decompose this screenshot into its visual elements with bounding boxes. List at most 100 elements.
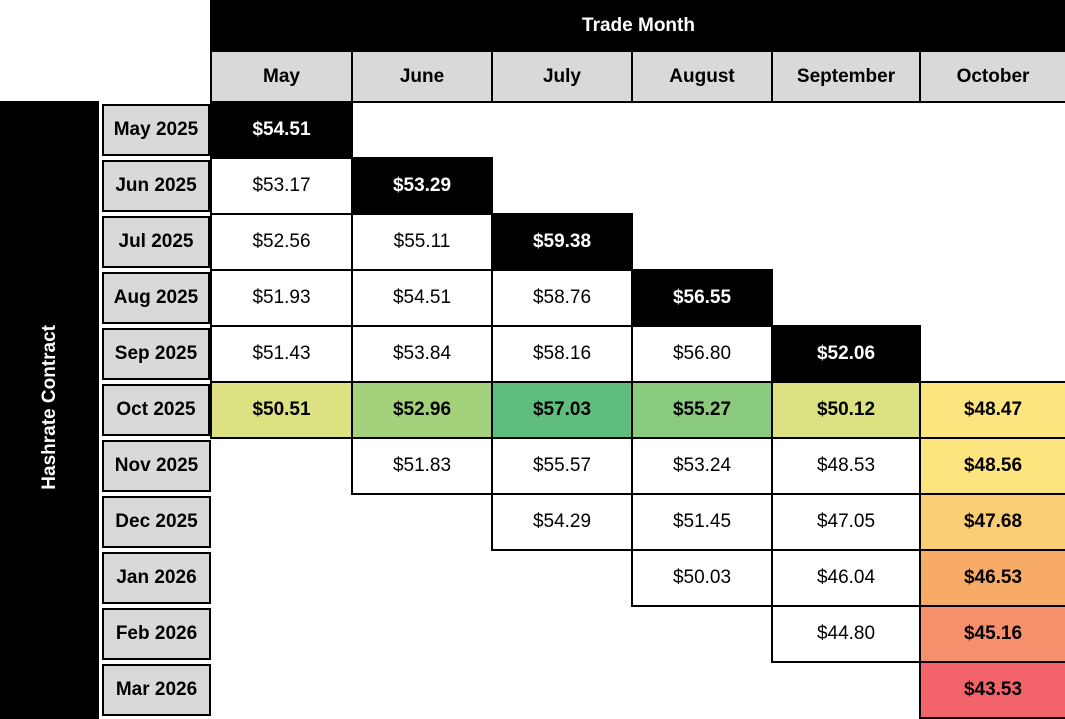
contract-row: Aug 2025 $51.93 $54.51 $58.76 $56.55 [1, 269, 1065, 327]
empty-cell [920, 270, 1065, 326]
empty-cell [352, 606, 492, 662]
price-cell: $55.27 [631, 381, 773, 439]
column-header-june: June [351, 50, 493, 103]
row-header-label: Jun 2025 [102, 160, 210, 212]
price-cell: $50.03 [631, 549, 773, 607]
price-cell: $51.45 [631, 493, 773, 551]
empty-cell [772, 214, 920, 270]
price-cell: $53.24 [631, 437, 773, 495]
row-header: Feb 2026 [98, 606, 211, 662]
contract-row: Oct 2025 $50.51 $52.96 $57.03 $55.27 $50.12 $4… [1, 381, 1065, 439]
price-cell: $58.16 [491, 325, 633, 383]
row-header-label: May 2025 [102, 104, 210, 156]
empty-cell [920, 158, 1065, 214]
empty-cell [772, 662, 920, 718]
row-header: Aug 2025 [98, 270, 211, 326]
price-cell: $53.29 [351, 157, 493, 215]
row-header: Dec 2025 [98, 494, 211, 550]
price-cell: $46.04 [771, 549, 921, 607]
empty-cell [492, 550, 632, 606]
contract-row: Dec 2025 $54.29 $51.45 $47.05 $47.68 [1, 493, 1065, 551]
price-cell: $47.05 [771, 493, 921, 551]
row-header-label: Nov 2025 [102, 440, 211, 492]
row-header: Jul 2025 [98, 214, 211, 270]
column-header-row: May June July August September October [1, 50, 1065, 103]
empty-cell [632, 606, 772, 662]
empty-cell [211, 606, 352, 662]
row-header-label: Dec 2025 [102, 496, 211, 548]
row-header-label: Sep 2025 [102, 328, 210, 380]
row-header-label: Mar 2026 [102, 664, 211, 716]
price-cell: $50.51 [210, 381, 353, 439]
empty-cell [352, 550, 492, 606]
price-cell: $52.56 [210, 213, 353, 271]
price-cell: $52.06 [771, 325, 921, 383]
empty-cell [492, 662, 632, 718]
empty-cell [920, 102, 1065, 158]
column-header-may: May [210, 50, 353, 103]
price-cell: $54.29 [491, 493, 633, 551]
contract-row: Hashrate Contract May 2025 $54.51 [0, 101, 1065, 719]
price-cell: $51.93 [210, 269, 353, 327]
row-header-label: Jan 2026 [102, 552, 211, 604]
price-cell: $54.51 [351, 269, 493, 327]
price-cell: $58.76 [491, 269, 633, 327]
price-cell: $44.80 [771, 605, 921, 663]
row-header-label: Jul 2025 [102, 216, 210, 268]
row-header: May 2025 [98, 102, 211, 158]
empty-cell [920, 326, 1065, 382]
empty-cell [211, 550, 352, 606]
contract-row: Sep 2025 $51.43 $53.84 $58.16 $56.80 $52.06 [1, 325, 1065, 383]
empty-cell [492, 606, 632, 662]
empty-cell [211, 438, 352, 494]
empty-cell [492, 158, 632, 214]
price-cell: $51.83 [351, 437, 493, 495]
empty-cell [632, 662, 772, 718]
empty-cell [492, 102, 632, 158]
price-cell: $46.53 [918, 549, 1065, 607]
row-header-label: Oct 2025 [102, 384, 210, 436]
empty-cell [632, 102, 772, 158]
empty-cell [211, 494, 352, 550]
empty-cell [920, 214, 1065, 270]
price-cell: $50.12 [771, 381, 921, 439]
price-cell: $48.53 [771, 437, 921, 495]
row-header: Jun 2025 [98, 158, 211, 214]
price-cell: $48.56 [918, 437, 1065, 495]
price-cell: $56.80 [631, 325, 773, 383]
contract-row: Jun 2025 $53.17 $53.29 [1, 157, 1065, 215]
empty-cell [632, 158, 772, 214]
empty-cell [772, 102, 920, 158]
empty-cell [211, 662, 352, 718]
contract-row: Feb 2026 $44.80 $45.16 [1, 605, 1065, 663]
empty-cell [352, 662, 492, 718]
column-header-august: August [631, 50, 773, 103]
price-cell: $59.38 [491, 213, 633, 271]
contract-row: Mar 2026 $43.53 [1, 661, 1065, 719]
empty-cell [352, 494, 492, 550]
row-header: Oct 2025 [98, 382, 211, 438]
price-cell: $57.03 [491, 381, 633, 439]
row-header-label: Feb 2026 [102, 608, 211, 660]
empty-cell [352, 102, 492, 158]
price-cell: $55.57 [491, 437, 633, 495]
price-cell: $43.53 [918, 661, 1065, 719]
trade-month-header-row: Trade Month [1, 0, 1065, 102]
corner-spacer [1, 1, 211, 102]
row-header-label: Aug 2025 [102, 272, 210, 324]
row-header: Jan 2026 [98, 550, 211, 606]
empty-cell [772, 270, 920, 326]
contract-row: Nov 2025 $51.83 $55.57 $53.24 $48.53 $48.56 [1, 437, 1065, 495]
price-cell: $55.11 [351, 213, 493, 271]
price-cell: $48.47 [918, 381, 1065, 439]
left-axis-title-cell: Hashrate Contract [0, 101, 99, 719]
left-axis-title: Hashrate Contract [38, 324, 60, 490]
contract-row: Jan 2026 $50.03 $46.04 $46.53 [1, 549, 1065, 607]
price-cell: $54.51 [210, 101, 353, 159]
price-cell: $53.84 [351, 325, 493, 383]
price-cell: $52.96 [351, 381, 493, 439]
row-header: Nov 2025 [98, 438, 211, 494]
price-cell: $45.16 [918, 605, 1065, 663]
